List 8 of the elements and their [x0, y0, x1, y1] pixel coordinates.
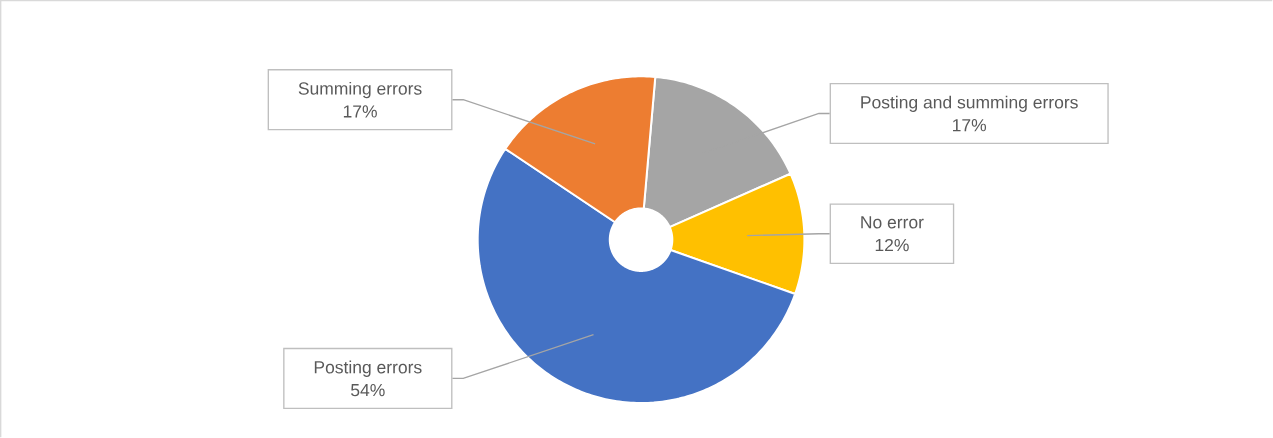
- slice-label: No error: [861, 216, 924, 229]
- slice-label: Posting and summing errors: [861, 95, 1078, 112]
- data-label: 17%: [343, 105, 377, 118]
- data-label: 54%: [351, 383, 385, 397]
- slice-label: Posting errors: [314, 360, 422, 377]
- data-label: 12%: [875, 238, 909, 252]
- slice-label: Summing errors: [298, 81, 422, 99]
- data-label: 17%: [953, 119, 987, 132]
